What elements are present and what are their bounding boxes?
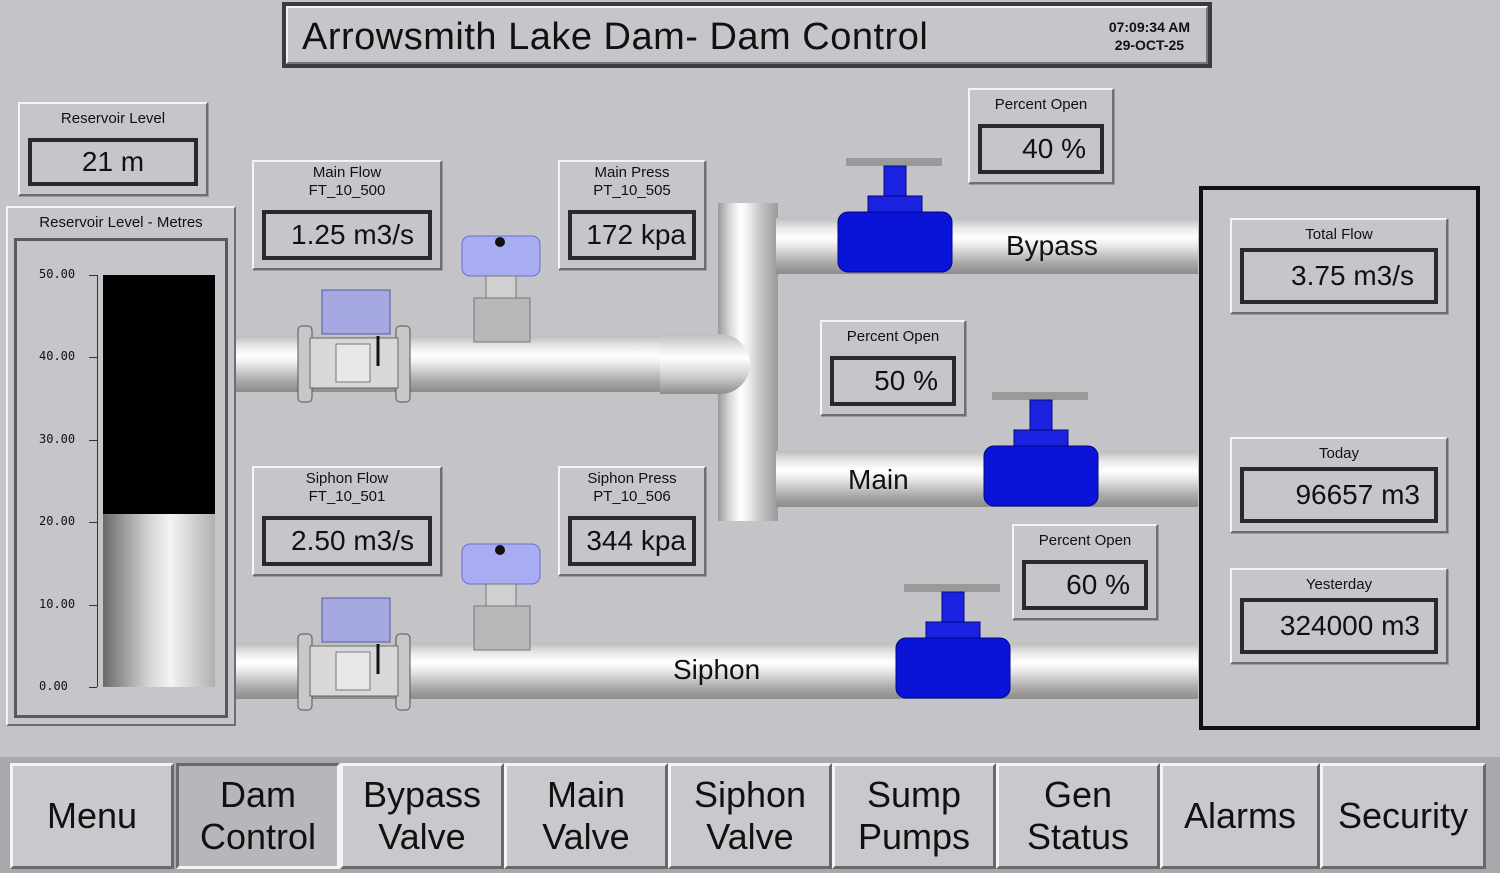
nav-dam-control-button[interactable]: Dam Control (176, 763, 340, 869)
reservoir-level-panel: Reservoir Level 21 m (18, 102, 208, 196)
bypass-valve-icon[interactable] (834, 158, 956, 278)
reservoir-level-label: Reservoir Level (60, 110, 166, 127)
title-bar: Arrowsmith Lake Dam- Dam Control 07:09:3… (282, 2, 1212, 68)
reservoir-gauge: 50.00 40.00 30.00 20.00 10.00 0.00 (14, 238, 228, 718)
siphon-pressure-transmitter-icon[interactable] (460, 540, 544, 652)
today-label: Today (1318, 445, 1360, 462)
siphon-press-label: Siphon Press (587, 470, 677, 487)
siphon-flow-tag: FT_10_501 (308, 488, 386, 505)
siphon-flow-value: 2.50 m3/s (262, 516, 432, 566)
yesterday-value: 324000 m3 (1240, 598, 1438, 654)
main-valve-icon[interactable] (980, 392, 1102, 512)
nav-bar: Menu Dam Control Bypass Valve Main Valve… (0, 757, 1500, 873)
bypass-percent-open-label: Percent Open (994, 96, 1088, 113)
reservoir-tick-label: 30.00 (39, 431, 76, 446)
pipe-elbow (660, 334, 750, 394)
siphon-percent-open-label: Percent Open (1038, 532, 1132, 549)
nav-sump-pumps-button[interactable]: Sump Pumps (832, 763, 996, 869)
siphon-flow-meter-icon[interactable] (292, 594, 416, 714)
nav-gen-status-button[interactable]: Gen Status (996, 763, 1160, 869)
total-flow-panel: Total Flow 3.75 m3/s (1230, 218, 1448, 314)
clock: 07:09:34 AM 29-OCT-25 (1109, 18, 1190, 54)
main-flow-label: Main Flow (312, 164, 382, 181)
nav-main-valve-button[interactable]: Main Valve (504, 763, 668, 869)
main-percent-open-value[interactable]: 50 % (830, 356, 956, 406)
page-title: Arrowsmith Lake Dam- Dam Control (302, 16, 929, 58)
main-flow-panel: Main Flow FT_10_500 1.25 m3/s (252, 160, 442, 270)
main-percent-open-panel: Percent Open 50 % (820, 320, 966, 416)
siphon-press-value: 344 kpa (568, 516, 696, 566)
main-flow-value: 1.25 m3/s (262, 210, 432, 260)
reservoir-level-value: 21 m (28, 138, 198, 186)
totals-box (1199, 186, 1480, 730)
siphon-percent-open-panel: Percent Open 60 % (1012, 524, 1158, 620)
main-percent-open-label: Percent Open (846, 328, 940, 345)
reservoir-fill (103, 513, 215, 687)
reservoir-bar (103, 275, 215, 687)
reservoir-tick-label: 10.00 (39, 596, 76, 611)
total-flow-label: Total Flow (1305, 226, 1373, 243)
siphon-flow-label: Siphon Flow (305, 470, 389, 487)
nav-siphon-valve-button[interactable]: Siphon Valve (668, 763, 832, 869)
clock-date: 29-OCT-25 (1114, 37, 1185, 53)
main-press-panel: Main Press PT_10_505 172 kpa (558, 160, 706, 270)
main-flow-tag: FT_10_500 (308, 182, 386, 199)
siphon-flow-panel: Siphon Flow FT_10_501 2.50 m3/s (252, 466, 442, 576)
siphon-percent-open-value[interactable]: 60 % (1022, 560, 1148, 610)
reservoir-tick-mark (89, 357, 97, 359)
bypass-percent-open-panel: Percent Open 40 % (968, 88, 1114, 184)
bypass-percent-open-value[interactable]: 40 % (978, 124, 1104, 174)
reservoir-tick-mark (89, 522, 97, 524)
reservoir-tick-label: 50.00 (39, 267, 76, 281)
main-press-label: Main Press (594, 164, 670, 181)
siphon-pipe-label: Siphon (673, 654, 761, 685)
reservoir-tank: Reservoir Level - Metres 50.00 40.00 30.00… (6, 206, 236, 726)
reservoir-tick-mark (89, 687, 97, 688)
reservoir-chart-label: Reservoir Level - Metres (39, 214, 203, 231)
today-panel: Today 96657 m3 (1230, 437, 1448, 533)
nav-menu-button[interactable]: Menu (10, 763, 174, 869)
nav-security-button[interactable]: Security (1320, 763, 1486, 869)
reservoir-tick-mark (89, 604, 97, 606)
main-flow-meter-icon[interactable] (292, 286, 416, 406)
nav-alarms-button[interactable]: Alarms (1160, 763, 1320, 869)
main-pressure-transmitter-icon[interactable] (460, 232, 544, 344)
main-press-value: 172 kpa (568, 210, 696, 260)
siphon-press-tag: PT_10_506 (593, 488, 671, 505)
reservoir-tick-mark (89, 439, 97, 441)
reservoir-tick-label: 20.00 (39, 514, 76, 529)
nav-bypass-valve-button[interactable]: Bypass Valve (340, 763, 504, 869)
main-pipe-label: Main (848, 464, 909, 495)
siphon-press-panel: Siphon Press PT_10_506 344 kpa (558, 466, 706, 576)
reservoir-tick-label: 0.00 (39, 679, 68, 693)
clock-time: 07:09:34 AM (1108, 19, 1190, 35)
yesterday-panel: Yesterday 324000 m3 (1230, 568, 1448, 664)
reservoir-tick-mark (89, 275, 97, 276)
reservoir-tick-label: 40.00 (39, 349, 76, 364)
bypass-pipe-label: Bypass (1006, 230, 1098, 261)
reservoir-axis (97, 275, 98, 687)
siphon-valve-icon[interactable] (892, 584, 1014, 704)
main-press-tag: PT_10_505 (593, 182, 671, 199)
total-flow-value: 3.75 m3/s (1240, 248, 1438, 304)
today-value: 96657 m3 (1240, 467, 1438, 523)
yesterday-label: Yesterday (1305, 576, 1373, 593)
